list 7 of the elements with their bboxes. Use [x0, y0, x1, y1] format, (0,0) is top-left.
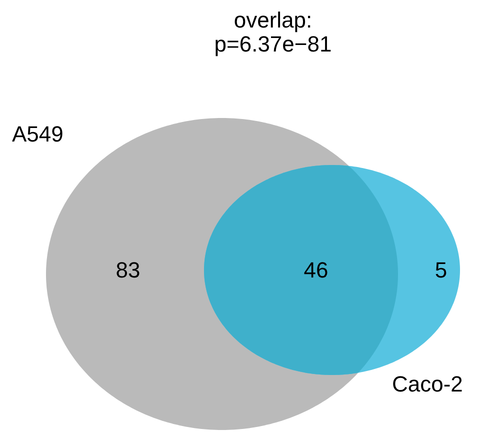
data-label: 83 — [116, 258, 140, 282]
text: Caco-2 — [392, 372, 463, 396]
data-label: 46 — [304, 258, 328, 282]
text: A549 — [12, 122, 64, 146]
data-label: 5 — [434, 258, 448, 282]
text: p=6.37e−81 — [214, 32, 332, 56]
text: overlap: — [234, 8, 312, 32]
